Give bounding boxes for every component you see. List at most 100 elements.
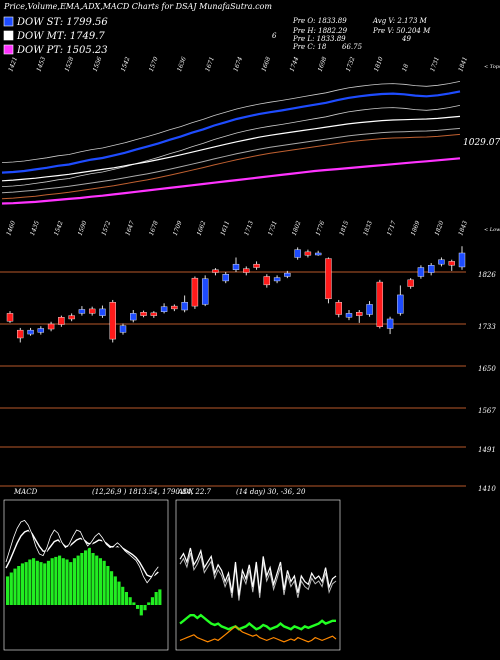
macd-histogram-bar [110, 571, 114, 605]
candle-body [6, 313, 14, 322]
candle-body [88, 308, 96, 314]
candle-body [356, 312, 363, 316]
macd-histogram-bar [61, 558, 65, 605]
macd-histogram-bar [87, 547, 91, 605]
chart-header: Price,Volume,EMA,ADX,MACD Charts for DSA… [3, 2, 431, 56]
ema-bottom-label: 1611 [219, 220, 231, 237]
macd-histogram-bar [106, 566, 110, 605]
macd-line-highlight [5, 519, 159, 584]
macd-histogram-bar [80, 553, 84, 605]
candle-body [386, 318, 394, 329]
price-axis-tick: 1826 [478, 271, 496, 279]
candle-body [222, 274, 229, 282]
macd-histogram-bar [102, 560, 106, 605]
ema-top-label: 18 [401, 63, 410, 73]
candle-body [201, 278, 209, 305]
macd-histogram-bar [113, 576, 117, 605]
candle-body [47, 323, 55, 330]
ema-bottom-label: 1776 [315, 220, 327, 237]
macd-histogram-bar [32, 558, 36, 605]
ema-top-label: 1731 [429, 56, 441, 73]
macd-histogram-bar [24, 562, 28, 605]
ema-bottom-label: 1572 [100, 220, 112, 237]
legend-swatch-dow-pt [3, 44, 14, 55]
stat-avg-volume: Avg V: 2.173 M [372, 17, 428, 25]
ema-bottom-label: 1717 [386, 220, 398, 237]
macd-histogram-bar [158, 589, 162, 605]
legend-swatch-dow-mt [3, 30, 14, 41]
legend-dow-pt: DOW PT: 1505.23 [16, 45, 108, 56]
macd-histogram-bar [147, 602, 151, 605]
ema-top-label: 1528 [64, 56, 76, 73]
adx-series-adx [179, 625, 337, 643]
ema-top-label: 1570 [148, 56, 160, 73]
macd-histogram-bar [91, 553, 95, 605]
candle-body [366, 304, 373, 315]
ema-bottom-label: 1590 [77, 220, 89, 237]
ema-top-label: 1732 [345, 56, 357, 73]
macd-histogram-bar [46, 560, 51, 605]
ema-top-label: 1698 [317, 56, 329, 73]
price-axis-tick: 1410 [478, 485, 496, 493]
ema-bottom-label: 1833 [362, 220, 374, 237]
macd-histogram-bar [69, 562, 73, 605]
macd-histogram-bar [13, 568, 17, 605]
candle-body [284, 272, 291, 277]
candle-body [345, 313, 353, 318]
price-axis-tick: 1491 [478, 446, 496, 454]
macd-histogram-bar [65, 559, 69, 605]
candle-body [181, 301, 188, 311]
price-axis-tick: 1567 [478, 407, 496, 415]
adx-label: ADX [177, 488, 195, 496]
ema-bottom-label: 1820 [434, 220, 446, 237]
candle-body [243, 268, 250, 273]
candle-body [335, 301, 342, 315]
candle-body [325, 258, 332, 300]
candle-body [17, 329, 24, 339]
ema-bottom-label: 1709 [172, 220, 184, 237]
ema-top-label: 1841 [457, 56, 469, 73]
candle-body [130, 313, 137, 321]
ema-top-label: 1421 [7, 56, 19, 73]
ema-top-label: 1636 [176, 56, 188, 73]
macd-histogram-bar [95, 555, 99, 605]
ema-bottom-label: 1731 [267, 220, 279, 237]
candle-body [58, 317, 65, 325]
price-panel: 1826 1733 1650 1567 1491 1410 [0, 246, 496, 493]
macd-histogram-bar [132, 602, 136, 605]
legend-swatch-dow-st [3, 16, 14, 27]
ema-bottom-label: 1435 [29, 220, 41, 237]
ema-bottom-label: 1713 [243, 220, 255, 237]
candle-body [232, 263, 240, 270]
ema-top-label: 1810 [373, 56, 385, 73]
candle-body [68, 315, 75, 320]
adx-series--di [179, 547, 337, 596]
candle-body [160, 306, 168, 312]
ema-bottom-label: 1647 [124, 220, 136, 237]
price-axis-tick: 1650 [478, 365, 496, 373]
candle-body [407, 279, 414, 287]
candle-body [119, 325, 127, 333]
ema-series-dow-mt [1, 115, 461, 182]
ema-top-label: 1453 [35, 56, 47, 73]
candle-body [438, 259, 445, 265]
ema-top-label: 1556 [92, 56, 104, 73]
macd-params: (12,26,9 ) 1813.54, 1790.84, 22.7 [92, 488, 212, 496]
candle-body [448, 261, 455, 266]
ema-bottom-label: 1542 [53, 220, 65, 237]
macd-histogram-bar [143, 605, 147, 611]
legend-dow-st: DOW ST: 1799.56 [16, 17, 108, 28]
adx-series--di [179, 613, 336, 631]
stats-block: Pre O: 1833.89 Pre H: 1882.29 Pre L: 183… [272, 17, 431, 51]
candle-body [458, 252, 466, 268]
price-axis-tick: 1733 [478, 323, 496, 331]
ema-bottom-label: 1678 [148, 220, 160, 237]
macd-histogram-bar [39, 562, 43, 605]
candle-body [171, 305, 178, 310]
ema-top-label: 1744 [289, 56, 301, 73]
stat-misc-66: 66.75 [342, 43, 363, 51]
ema-bottom-label: 1843 [457, 220, 469, 237]
macd-histogram-bar [124, 592, 129, 605]
candle-body [27, 329, 34, 335]
ema-band-line-0 [1, 105, 461, 187]
